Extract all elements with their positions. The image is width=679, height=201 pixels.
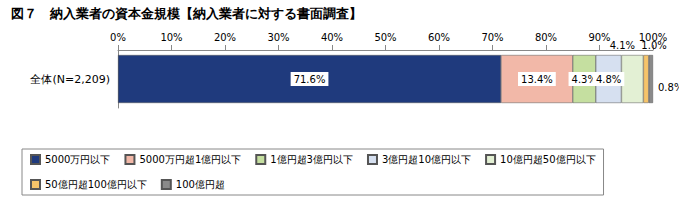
svg-text:13.4%: 13.4% bbox=[521, 74, 553, 85]
svg-text:4.8%: 4.8% bbox=[596, 74, 621, 85]
svg-text:10%: 10% bbox=[160, 32, 182, 43]
svg-text:20%: 20% bbox=[214, 32, 236, 43]
svg-text:100億円超: 100億円超 bbox=[176, 179, 225, 190]
svg-text:0.8%: 0.8% bbox=[658, 82, 679, 93]
svg-text:図７ 納入業者の資本金規模【納入業者に対する書面調査】: 図７ 納入業者の資本金規模【納入業者に対する書面調査】 bbox=[11, 6, 362, 21]
svg-text:40%: 40% bbox=[321, 32, 343, 43]
svg-text:60%: 60% bbox=[428, 32, 450, 43]
svg-text:30%: 30% bbox=[267, 32, 289, 43]
svg-text:5000万円超1億円以下: 5000万円超1億円以下 bbox=[139, 154, 241, 165]
svg-text:50億円超100億円以下: 50億円超100億円以下 bbox=[45, 179, 147, 190]
svg-text:1.0%: 1.0% bbox=[641, 40, 666, 51]
svg-text:80%: 80% bbox=[535, 32, 557, 43]
svg-text:5000万円以下: 5000万円以下 bbox=[45, 154, 110, 165]
svg-text:4.3%: 4.3% bbox=[571, 73, 597, 85]
svg-text:3億円超10億円以下: 3億円超10億円以下 bbox=[382, 154, 471, 165]
svg-text:全体(N=2,209): 全体(N=2,209) bbox=[30, 73, 110, 86]
svg-text:10億円超50億円以下: 10億円超50億円以下 bbox=[500, 154, 595, 165]
svg-text:1億円超3億円以下: 1億円超3億円以下 bbox=[270, 154, 353, 165]
svg-text:90%: 90% bbox=[588, 32, 610, 43]
svg-text:71.6%: 71.6% bbox=[294, 74, 326, 85]
svg-text:100%: 100% bbox=[638, 31, 668, 43]
svg-text:0%: 0% bbox=[110, 32, 126, 43]
svg-text:50%: 50% bbox=[374, 32, 396, 43]
svg-text:70%: 70% bbox=[481, 32, 503, 43]
svg-text:4.1%: 4.1% bbox=[610, 40, 635, 51]
